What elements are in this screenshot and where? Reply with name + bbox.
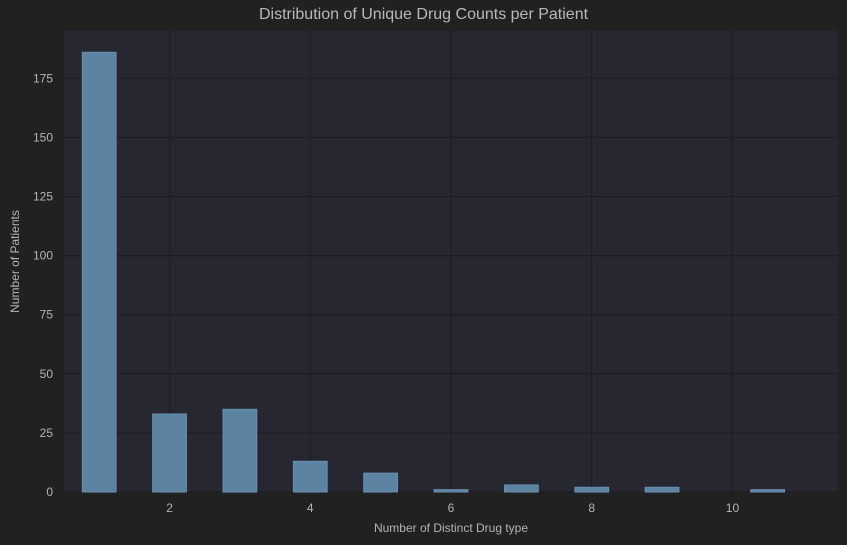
bar-1 [81,51,117,493]
y-axis-ticks: 0 25 50 75 100 125 150 175 [33,71,53,499]
bar-10 [750,489,786,493]
x-tick-label: 6 [448,501,455,515]
x-tick-label: 8 [588,501,595,515]
y-tick-label: 100 [33,249,53,263]
bar-5 [363,472,399,493]
chart-title: Distribution of Unique Drug Counts per P… [258,6,589,23]
bar-6 [433,489,469,493]
y-tick-label: 50 [40,367,54,381]
x-axis-label: Number of Distinct Drug type [374,521,528,535]
bar-4 [292,460,328,493]
bar-8 [574,486,610,493]
bar-2 [152,413,187,493]
y-tick-label: 75 [40,308,54,322]
x-tick-label: 4 [307,501,314,515]
x-axis-ticks: 2 4 6 8 10 [166,501,739,515]
x-tick-label: 10 [726,501,740,515]
y-tick-label: 25 [40,426,54,440]
bars [81,51,786,493]
bar-9 [644,486,680,493]
bar-7 [503,484,539,493]
bar-3 [222,408,258,493]
y-tick-label: 0 [46,485,53,499]
y-tick-label: 125 [33,189,53,203]
y-tick-label: 150 [33,130,53,144]
y-axis-label: Number of Patients [8,210,22,313]
x-tick-label: 2 [166,501,173,515]
y-tick-label: 175 [33,71,53,85]
